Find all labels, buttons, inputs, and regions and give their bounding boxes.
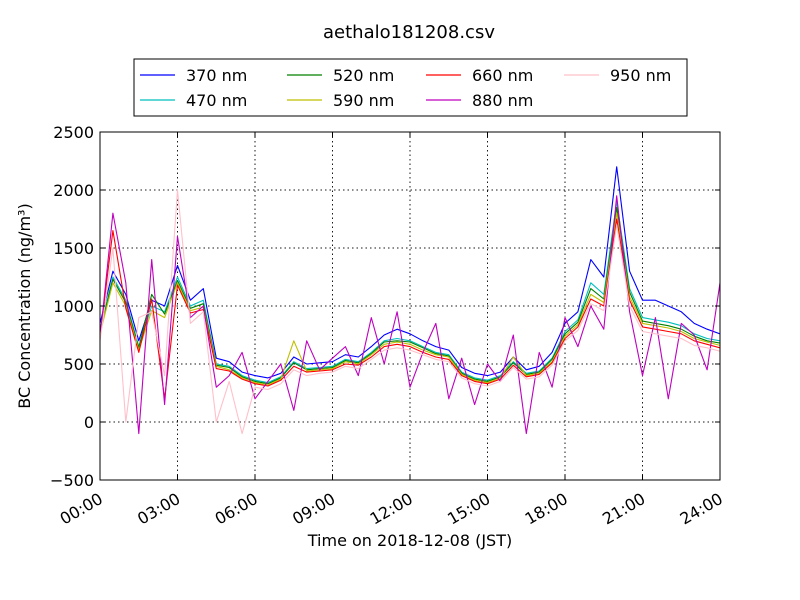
series-line-370-nm	[100, 166, 720, 379]
series-line-470-nm	[100, 201, 720, 384]
legend-label: 590 nm	[333, 91, 394, 110]
plot-area	[100, 166, 720, 435]
legend-label: 520 nm	[333, 66, 394, 85]
y-tick-label: 1500	[53, 239, 94, 258]
legend-label: 950 nm	[610, 66, 671, 85]
legend-label: 880 nm	[472, 91, 533, 110]
legend-label: 470 nm	[186, 91, 247, 110]
y-tick-label: 1000	[53, 297, 94, 316]
legend-label: 370 nm	[186, 66, 247, 85]
legend: 370 nm 470 nm 520 nm 590 nm 660 nm 880 nm 950 …	[133, 58, 688, 117]
y-tick-label: 2000	[53, 181, 94, 200]
series-line-950-nm	[100, 189, 720, 435]
y-tick-label: 2500	[53, 123, 94, 142]
series-line-520-nm	[100, 206, 720, 385]
y-axis-label: BC Concentration (ng/m³)	[15, 203, 34, 408]
y-tick-label: 0	[84, 413, 94, 432]
series-line-880-nm	[100, 195, 720, 435]
legend-box	[133, 58, 688, 117]
y-tick-label: −500	[50, 471, 94, 490]
x-axis-label: Time on 2018-12-08 (JST)	[307, 531, 512, 550]
series-line-660-nm	[100, 218, 720, 400]
legend-label: 660 nm	[472, 66, 533, 85]
y-tick-label: 500	[63, 355, 94, 374]
chart-title: aethalo181208.csv	[323, 22, 495, 43]
legend-entries: 370 nm 470 nm 520 nm 590 nm 660 nm 880 nm 950 …	[140, 66, 671, 110]
